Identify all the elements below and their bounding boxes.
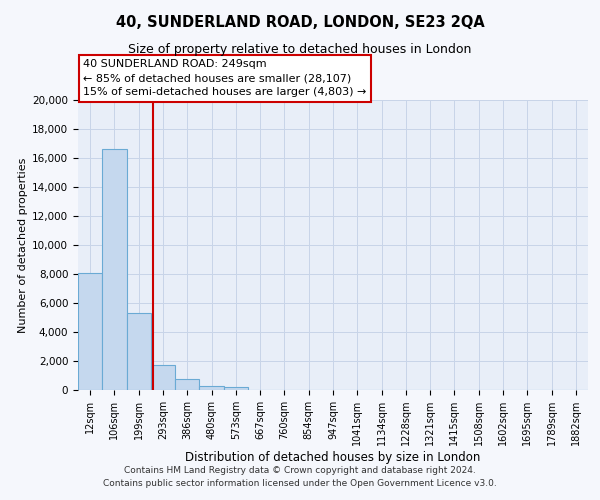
Bar (102, 150, 127, 390)
Text: 40 SUNDERLAND ROAD: 249sqm
← 85% of detached houses are smaller (28,107)
15% of : 40 SUNDERLAND ROAD: 249sqm ← 85% of deta… (83, 59, 367, 97)
Text: 40, SUNDERLAND ROAD, LONDON, SE23 2QA: 40, SUNDERLAND ROAD, LONDON, SE23 2QA (116, 15, 484, 30)
Y-axis label: Number of detached properties: Number of detached properties (18, 158, 28, 332)
Text: Size of property relative to detached houses in London: Size of property relative to detached ho… (128, 42, 472, 56)
Bar (175, 379, 199, 390)
Text: Contains HM Land Registry data © Crown copyright and database right 2024.
Contai: Contains HM Land Registry data © Crown c… (103, 466, 497, 487)
Bar (127, 313, 151, 390)
X-axis label: Distribution of detached houses by size in London: Distribution of detached houses by size … (185, 451, 481, 464)
Bar (78, 272, 102, 390)
Bar (151, 364, 175, 390)
Bar (224, 387, 248, 390)
Bar (199, 386, 224, 390)
